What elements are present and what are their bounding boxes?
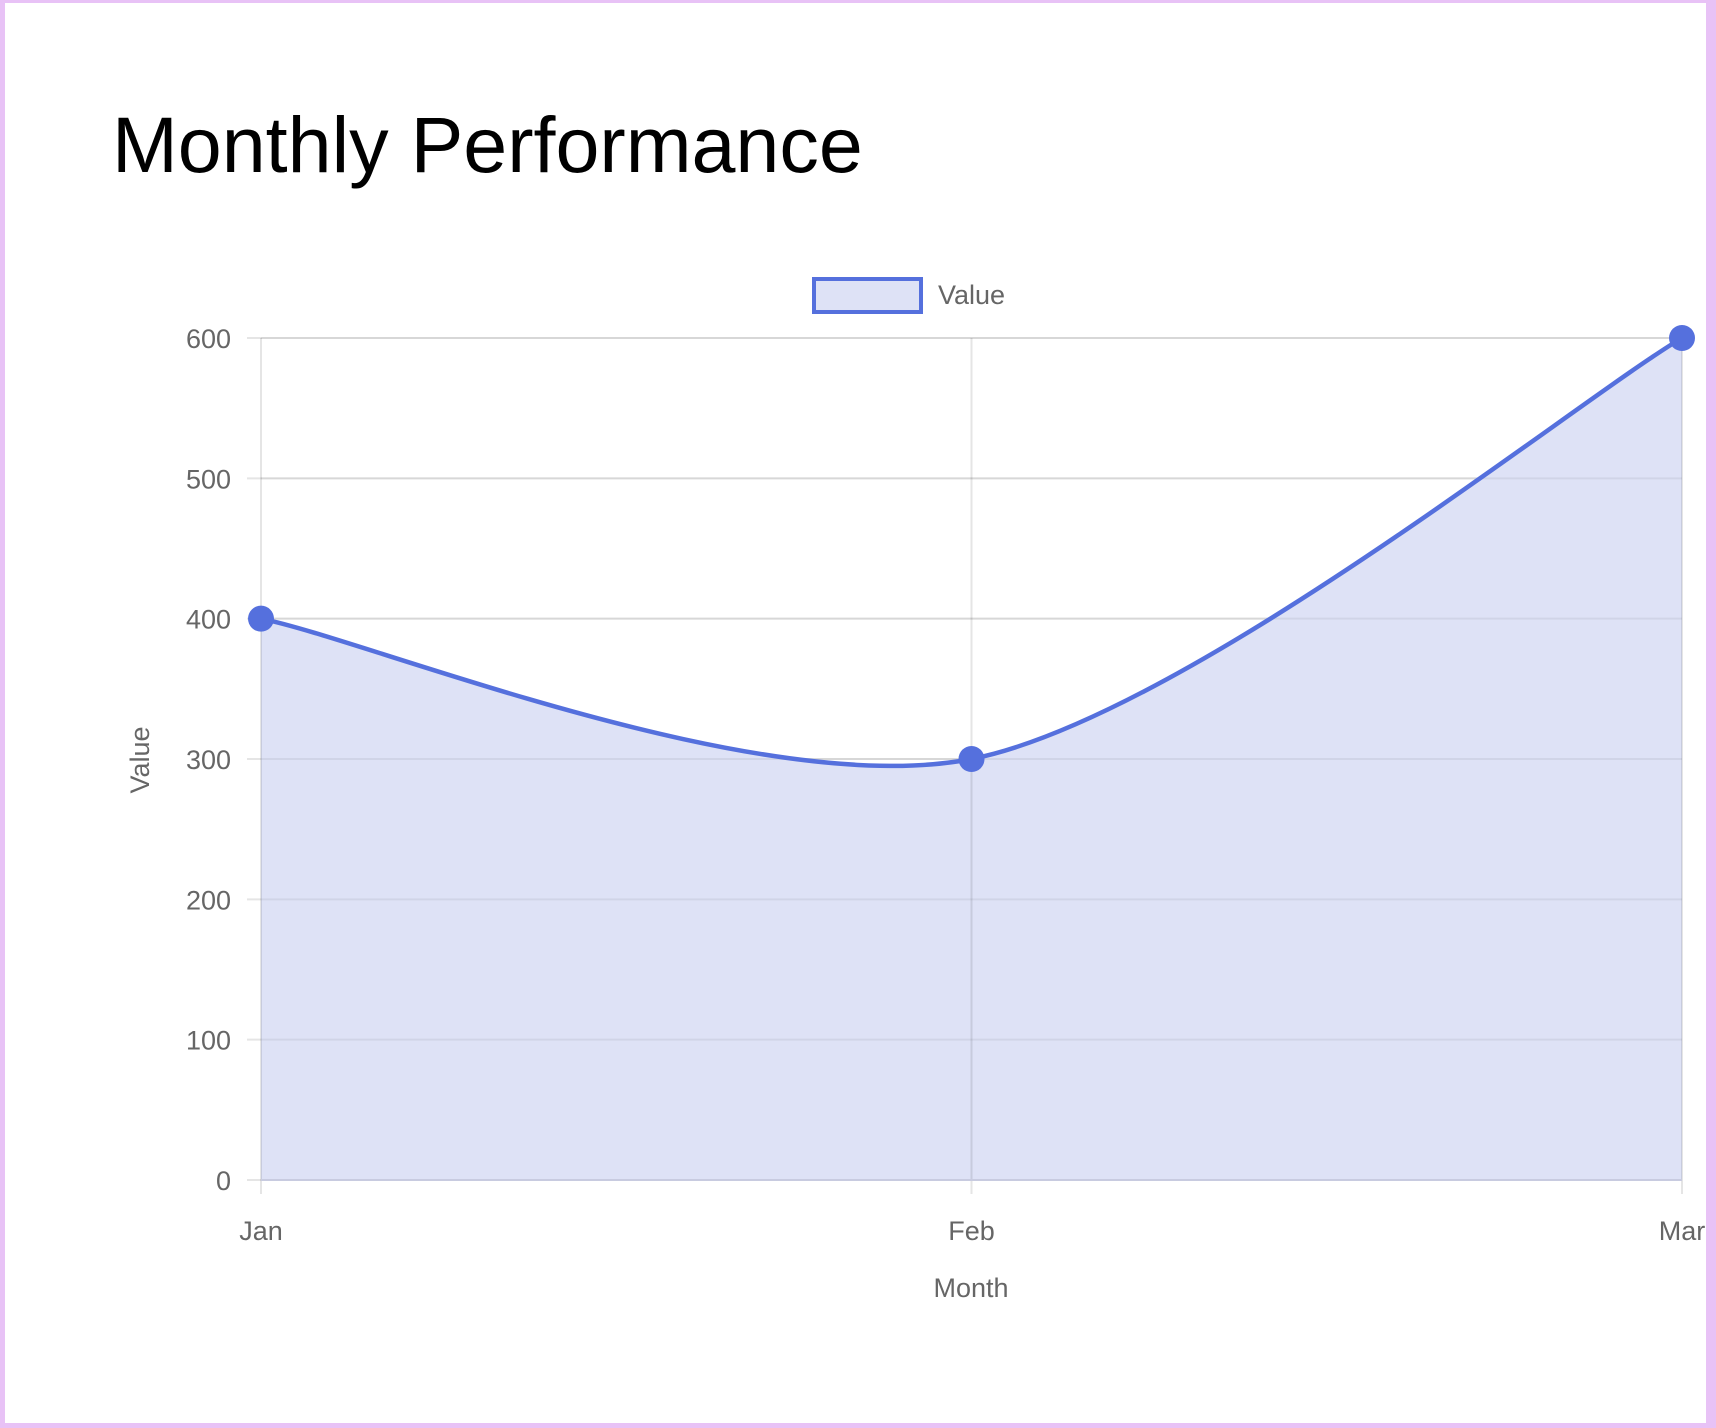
data-point[interactable] <box>958 746 985 772</box>
right-border <box>1706 0 1716 1428</box>
x-tick-label: Jan <box>239 1216 283 1246</box>
y-tick-label: 0 <box>216 1166 231 1196</box>
legend[interactable]: Value <box>812 277 1005 314</box>
y-tick-label: 100 <box>186 1026 231 1056</box>
y-tick-label: 600 <box>186 324 231 354</box>
chart-title: Monthly Performance <box>112 100 863 189</box>
data-points <box>248 325 1695 772</box>
y-axis-ticks: 0 100 200 300 400 500 600 <box>186 324 231 1196</box>
x-axis-title: Month <box>933 1273 1008 1303</box>
data-point[interactable] <box>248 605 274 632</box>
x-tick-label: Feb <box>948 1216 995 1246</box>
legend-swatch-icon[interactable] <box>812 277 923 314</box>
x-tick-label: Mar <box>1659 1216 1706 1246</box>
y-tick-label: 400 <box>186 605 231 635</box>
y-tick-label: 200 <box>186 885 231 915</box>
y-tick-label: 500 <box>186 464 231 494</box>
y-axis-title: Value <box>125 726 155 793</box>
x-axis-ticks: Jan Feb Mar <box>239 1216 1705 1246</box>
legend-label[interactable]: Value <box>938 280 1005 310</box>
y-tick-label: 300 <box>186 745 231 775</box>
data-point[interactable] <box>1669 325 1695 351</box>
